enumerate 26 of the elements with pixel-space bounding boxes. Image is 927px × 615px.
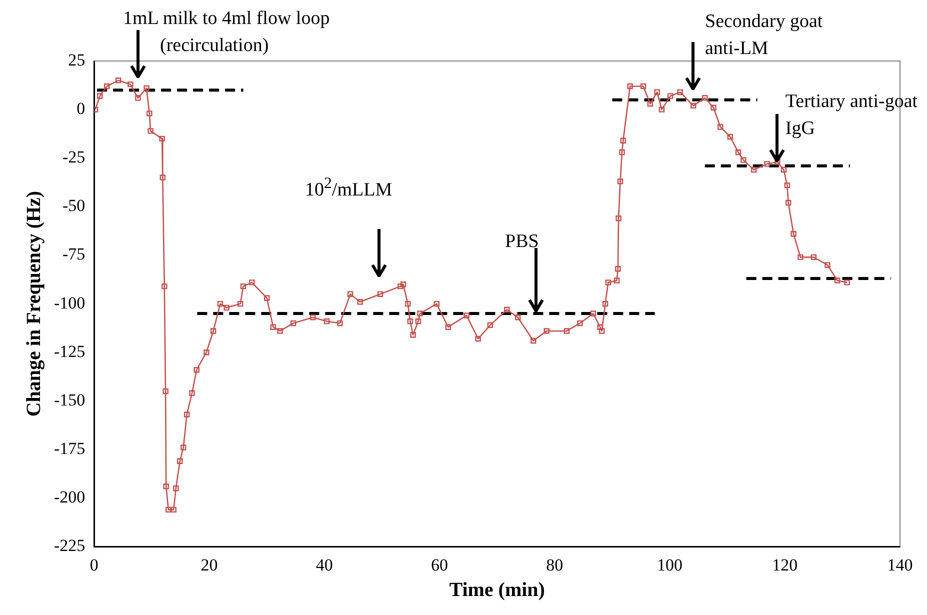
annotation: PBS: [505, 230, 540, 254]
y-tick-label: 0: [76, 99, 86, 118]
x-tick-label: 40: [316, 555, 333, 574]
y-tick-label: 25: [68, 50, 86, 70]
annotation: Tertiary anti-goat IgG: [785, 90, 919, 141]
y-tick-label: -50: [62, 196, 86, 216]
y-tick-label: -175: [54, 438, 86, 458]
x-tick-label: 20: [200, 555, 218, 574]
x-tick-label: 140: [887, 555, 913, 574]
x-tick-label: 60: [431, 555, 448, 574]
x-tick-label: 100: [657, 555, 683, 574]
text: 1mL milk to 4ml flow loop (recirculation): [123, 7, 331, 58]
y-tick-label: -25: [62, 148, 86, 167]
y-tick-label: -125: [54, 342, 86, 361]
y-tick-label: -75: [62, 244, 86, 264]
y-tick-label: -150: [54, 390, 86, 410]
x-tick-label: 120: [772, 555, 798, 574]
y-axis-title: Change in Frequency (Hz): [23, 190, 46, 417]
y-tick-label: -200: [54, 488, 86, 507]
y-tick-label: -100: [54, 293, 86, 312]
annotation: 10$^{2}$/mLLM: [305, 174, 394, 202]
x-axis-title: Time (min): [449, 579, 545, 602]
text: Secondary goat anti-LM: [705, 10, 824, 61]
x-tick-label: 80: [546, 555, 564, 574]
x-tick-label: 0: [90, 555, 98, 574]
y-tick-label: -225: [54, 536, 86, 556]
